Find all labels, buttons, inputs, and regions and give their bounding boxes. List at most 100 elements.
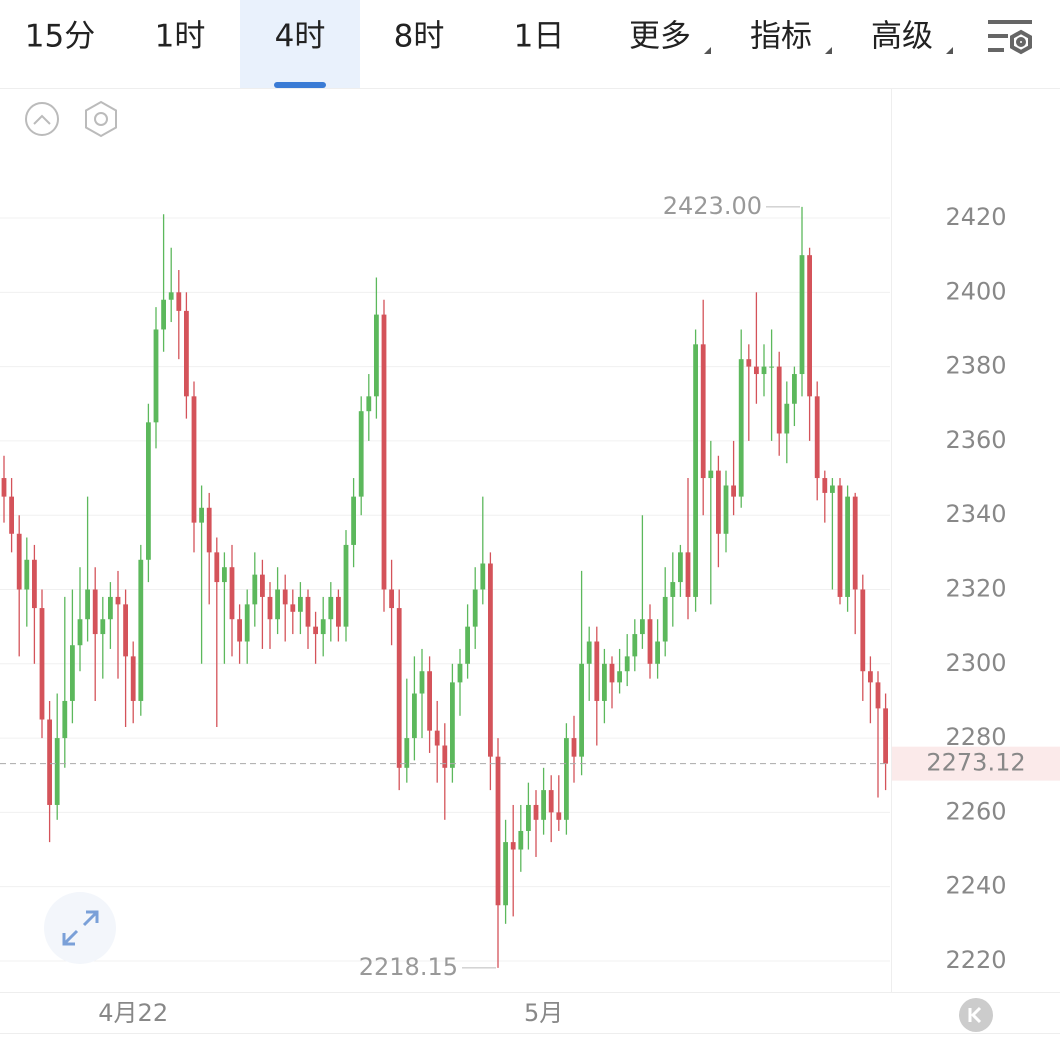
tab[interactable]: 15分 bbox=[25, 19, 95, 55]
candle-body bbox=[761, 366, 767, 375]
candle-body bbox=[784, 403, 790, 434]
candle-body bbox=[108, 596, 113, 620]
tab[interactable]: 1日 bbox=[514, 19, 565, 55]
candle-body bbox=[404, 738, 410, 768]
y-tick-label: 2340 bbox=[945, 500, 1006, 528]
candle-body bbox=[837, 485, 843, 597]
candle-body bbox=[419, 671, 425, 694]
candle-body bbox=[47, 719, 52, 805]
candle-body bbox=[184, 310, 189, 397]
candle-body bbox=[685, 552, 691, 597]
candle-body bbox=[754, 366, 759, 375]
candle-body bbox=[640, 619, 645, 635]
candle-body bbox=[776, 366, 782, 434]
candle-body bbox=[100, 619, 106, 635]
candle-body bbox=[586, 641, 592, 664]
candle-body bbox=[161, 299, 166, 330]
candle-body bbox=[358, 411, 364, 497]
candle-body bbox=[77, 619, 83, 646]
candle-body bbox=[320, 619, 326, 635]
tab[interactable]: 高级 bbox=[871, 19, 933, 55]
candle-body bbox=[716, 470, 721, 534]
candle-body bbox=[700, 344, 706, 479]
candle-body bbox=[738, 359, 744, 497]
candle-body bbox=[328, 596, 334, 620]
y-tick-label: 2280 bbox=[945, 723, 1006, 751]
candle-body bbox=[168, 292, 174, 300]
max-label: 2423.00 bbox=[663, 192, 762, 220]
candle-body bbox=[138, 559, 144, 701]
candle-body bbox=[54, 738, 60, 805]
candle-body bbox=[336, 596, 341, 627]
candle-body bbox=[594, 641, 600, 701]
settings-button[interactable] bbox=[85, 100, 117, 138]
tab[interactable]: 指标 bbox=[750, 19, 812, 55]
candle-body bbox=[39, 608, 45, 720]
candle-body bbox=[799, 255, 805, 375]
candle-body bbox=[9, 496, 14, 534]
collapse-button[interactable] bbox=[25, 102, 59, 136]
y-tick-label: 2320 bbox=[945, 574, 1006, 602]
dropdown-caret bbox=[704, 47, 711, 54]
candle-body bbox=[480, 563, 486, 590]
candle-body bbox=[488, 563, 493, 757]
candle-body bbox=[237, 619, 242, 642]
tab[interactable]: 更多 bbox=[629, 19, 691, 55]
candle-body bbox=[313, 626, 318, 635]
scroll-latest-icon bbox=[970, 1006, 982, 1024]
candle-body bbox=[723, 485, 729, 534]
fullscreen-button[interactable] bbox=[44, 892, 116, 964]
y-tick-label: 2220 bbox=[945, 946, 1006, 974]
candle-body bbox=[526, 804, 531, 831]
collapse-icon bbox=[33, 114, 51, 125]
candle-body bbox=[708, 470, 714, 479]
tab[interactable]: 8时 bbox=[394, 19, 445, 55]
candle-body bbox=[374, 314, 379, 397]
candle-body bbox=[579, 663, 584, 757]
candle-body bbox=[32, 559, 37, 609]
candle-body bbox=[442, 745, 448, 768]
candle-body bbox=[868, 671, 873, 683]
y-tick-label: 2380 bbox=[945, 352, 1006, 380]
candle-body bbox=[503, 842, 508, 906]
settings-icon[interactable] bbox=[988, 20, 1032, 55]
candle-body bbox=[381, 314, 387, 590]
candle-body bbox=[548, 790, 554, 813]
tab[interactable]: 4时 bbox=[275, 19, 326, 55]
last-price-label: 2273.12 bbox=[926, 749, 1025, 777]
candle-body bbox=[85, 589, 90, 620]
candle-body bbox=[852, 496, 858, 590]
y-tick-label: 2240 bbox=[945, 872, 1006, 900]
scroll-latest-button[interactable] bbox=[959, 998, 993, 1032]
candle-body bbox=[252, 574, 258, 605]
tab[interactable]: 1时 bbox=[155, 19, 206, 55]
candle-body bbox=[396, 608, 402, 768]
candle-body bbox=[518, 830, 524, 850]
candle-body bbox=[244, 604, 250, 642]
candle-body bbox=[153, 329, 159, 423]
candle-body bbox=[746, 359, 752, 367]
candle-body bbox=[662, 596, 668, 642]
candle-body bbox=[632, 634, 638, 657]
candle-body bbox=[130, 656, 136, 701]
y-tick-label: 2400 bbox=[945, 277, 1006, 305]
y-tick-label: 2360 bbox=[945, 426, 1006, 454]
candle-body bbox=[693, 344, 698, 597]
candle-body bbox=[199, 507, 204, 523]
settings-button-dot bbox=[94, 112, 108, 126]
candle-body bbox=[115, 596, 121, 605]
candle-body bbox=[617, 671, 622, 683]
candle-body bbox=[845, 496, 850, 597]
candle-body bbox=[822, 478, 828, 493]
candle-body bbox=[146, 422, 151, 560]
fullscreen-icon bbox=[62, 910, 99, 946]
candle-body bbox=[495, 756, 501, 906]
candle-body bbox=[602, 663, 607, 701]
candle-body bbox=[457, 663, 463, 683]
dropdown-caret bbox=[825, 47, 832, 54]
candle-body bbox=[875, 682, 881, 709]
dropdown-caret bbox=[946, 47, 953, 54]
candle-body bbox=[814, 396, 820, 479]
candle-body bbox=[176, 292, 182, 311]
